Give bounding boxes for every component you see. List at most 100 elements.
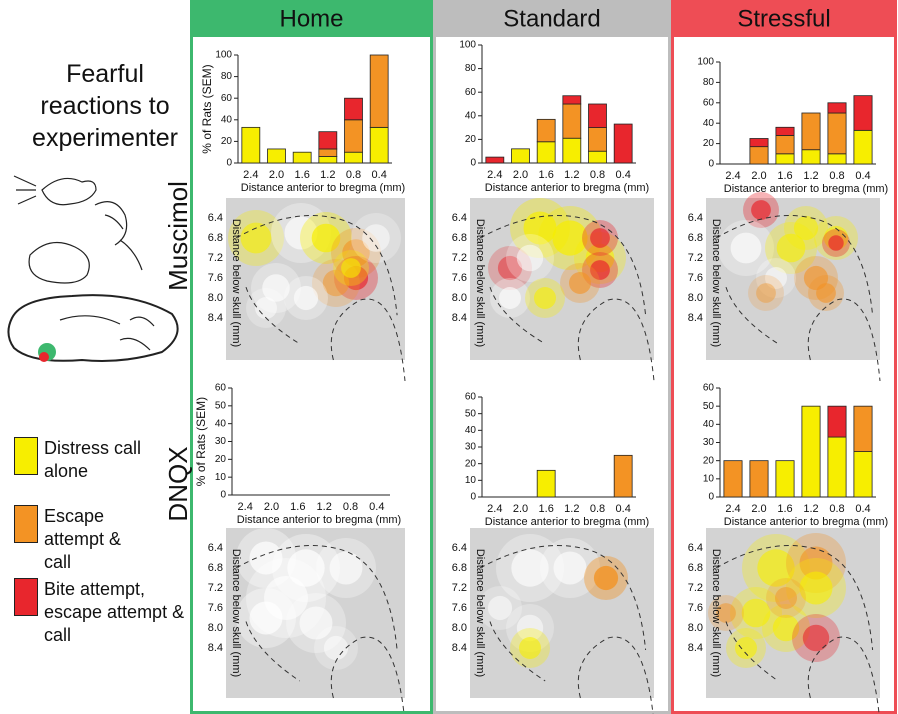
- brain-map-tick: 6.8: [452, 562, 467, 574]
- column-title: Stressful: [737, 5, 830, 32]
- brain-map-tick: 7.2: [208, 582, 223, 594]
- placement-core: [255, 297, 277, 319]
- x-tick-label: 0.4: [616, 503, 631, 515]
- bar-segment: [827, 405, 847, 438]
- bar-segment: [588, 103, 607, 129]
- x-tick-label: 2.4: [487, 503, 502, 515]
- bar-segment: [749, 460, 769, 498]
- bar-segment: [318, 156, 338, 164]
- x-axis-label: Distance anterior to bregma (mm): [485, 182, 649, 194]
- bar-segment: [801, 149, 821, 165]
- bar-segment: [827, 153, 847, 165]
- brain-map-tick: 6.8: [688, 562, 703, 574]
- brain-map-tick: 6.8: [208, 562, 223, 574]
- placement-core: [311, 223, 341, 253]
- column-border: [671, 0, 897, 714]
- y-axis-label: % of Rats (SEM): [200, 64, 214, 153]
- x-axis-label: Distance anterior to bregma (mm): [241, 182, 405, 194]
- x-tick-label: 1.6: [290, 501, 305, 513]
- bar-segment: [801, 112, 821, 151]
- y-tick-label: 60: [215, 383, 227, 394]
- placement-core: [735, 637, 757, 659]
- brain-map-tick: 7.2: [208, 252, 223, 264]
- placement-core: [240, 222, 272, 254]
- x-tick-label: 2.4: [238, 501, 253, 513]
- brain-outline: [235, 545, 405, 714]
- y-tick-label: 60: [703, 383, 715, 394]
- x-tick-label: 0.4: [616, 169, 631, 181]
- brain-map-tick: 6.8: [452, 232, 467, 244]
- y-tick-label: 100: [215, 50, 232, 61]
- placement-core: [499, 287, 521, 309]
- column-border: [433, 0, 671, 714]
- bar-segment: [536, 469, 556, 498]
- placement-core: [756, 283, 776, 303]
- bar-segment: [588, 127, 607, 152]
- heading: Fearful reactions to experimenter: [32, 60, 178, 152]
- placement-core: [534, 287, 556, 309]
- placement-core: [569, 272, 591, 294]
- placement-core: [741, 598, 771, 628]
- brain-map-tick: 6.4: [688, 542, 703, 554]
- y-tick-label: 20: [465, 458, 477, 469]
- placement-core: [552, 220, 588, 256]
- y-tick-label: 20: [221, 136, 233, 147]
- placement-core: [516, 614, 544, 642]
- brain-map-tick: 6.4: [688, 212, 703, 224]
- placement-core: [765, 267, 787, 289]
- hand-sketch: [94, 201, 128, 246]
- x-tick-label: 0.4: [369, 501, 384, 513]
- bar-segment: [801, 405, 821, 498]
- y-tick-label: 40: [703, 419, 715, 430]
- x-tick-label: 2.4: [487, 169, 502, 181]
- placement-core: [249, 541, 283, 575]
- x-tick-label: 1.2: [564, 169, 579, 181]
- x-axis-label: Distance anterior to bregma (mm): [485, 516, 649, 528]
- column-header: [433, 0, 671, 37]
- row-label: DNQX: [163, 446, 193, 521]
- bar-segment: [613, 123, 633, 164]
- rat-drawings: [7, 175, 179, 362]
- y-tick-label: 80: [221, 71, 233, 82]
- x-tick-label: 2.0: [513, 169, 528, 181]
- brain-map-tick: 8.0: [452, 622, 467, 634]
- row-label: Muscimol: [163, 181, 193, 291]
- y-tick-label: 50: [465, 408, 477, 419]
- x-tick-label: 1.6: [777, 170, 792, 182]
- brain-sketch: [7, 294, 179, 362]
- placement-core: [553, 551, 587, 585]
- brain-map-tick: 6.4: [452, 542, 467, 554]
- bar-segment: [318, 131, 338, 150]
- brain-map-ylabel: Distance below skull (mm): [474, 219, 486, 347]
- x-tick-label: 1.2: [320, 169, 335, 181]
- placement-core: [323, 635, 349, 661]
- bar-segment: [511, 148, 530, 164]
- y-tick-label: 20: [465, 134, 477, 145]
- brain-map-tick: 7.2: [452, 252, 467, 264]
- x-tick-label: 0.8: [590, 169, 605, 181]
- brain-outline: [235, 215, 406, 382]
- placement-core: [284, 216, 318, 250]
- placement-core: [751, 200, 771, 220]
- bar-segment: [485, 156, 505, 164]
- bar-segment: [562, 95, 582, 105]
- bar-segment: [267, 148, 286, 164]
- rat-sketch-2: [28, 239, 143, 284]
- x-tick-label: 2.4: [243, 169, 258, 181]
- brain-map-tick: 7.6: [208, 602, 223, 614]
- y-tick-label: 0: [470, 492, 476, 503]
- y-tick-label: 100: [697, 57, 714, 68]
- legend-label: Escape attempt & call: [44, 506, 122, 572]
- brain-map-ylabel: Distance below skull (mm): [230, 549, 242, 677]
- placement-core: [802, 624, 830, 652]
- legend-label: Distress call alone: [44, 438, 142, 481]
- placement-core: [716, 603, 736, 623]
- bar-segment: [853, 451, 873, 498]
- brain-map-tick: 6.4: [452, 212, 467, 224]
- brain-map-tick: 8.0: [688, 622, 703, 634]
- y-tick-label: 40: [465, 110, 477, 121]
- bar-segment: [344, 97, 363, 121]
- placement-core: [776, 233, 806, 263]
- bar-segment: [562, 103, 582, 139]
- placement-core: [341, 258, 361, 278]
